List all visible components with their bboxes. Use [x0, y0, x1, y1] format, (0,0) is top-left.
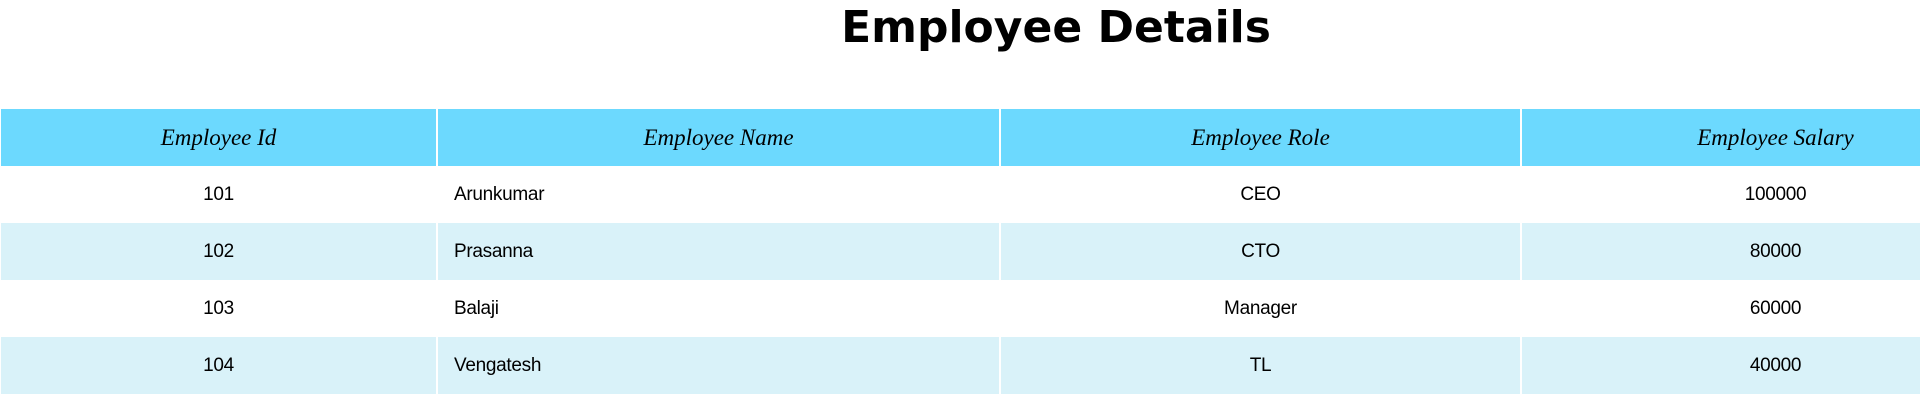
cell-employee-name: Prasanna	[438, 223, 999, 280]
cell-employee-id: 104	[1, 337, 436, 394]
cell-employee-role: TL	[1001, 337, 1520, 394]
header-employee-salary: Employee Salary	[1522, 109, 1920, 166]
cell-employee-salary: 80000	[1522, 223, 1920, 280]
cell-employee-id: 102	[1, 223, 436, 280]
employee-table-container: Employee Id Employee Name Employee Role …	[1, 109, 1920, 394]
table-row: 102 Prasanna CTO 80000	[1, 223, 1920, 280]
cell-employee-salary: 100000	[1522, 166, 1920, 223]
cell-employee-name: Arunkumar	[438, 166, 999, 223]
table-row: 101 Arunkumar CEO 100000	[1, 166, 1920, 223]
cell-employee-role: CEO	[1001, 166, 1520, 223]
employee-table: Employee Id Employee Name Employee Role …	[1, 109, 1920, 394]
table-row: 104 Vengatesh TL 40000	[1, 337, 1920, 394]
header-employee-id: Employee Id	[1, 109, 436, 166]
cell-employee-role: Manager	[1001, 280, 1520, 337]
cell-employee-id: 103	[1, 280, 436, 337]
header-employee-role: Employee Role	[1001, 109, 1520, 166]
cell-employee-name: Vengatesh	[438, 337, 999, 394]
cell-employee-name: Balaji	[438, 280, 999, 337]
cell-employee-salary: 40000	[1522, 337, 1920, 394]
cell-employee-id: 101	[1, 166, 436, 223]
table-row: 103 Balaji Manager 60000	[1, 280, 1920, 337]
cell-employee-salary: 60000	[1522, 280, 1920, 337]
page-title: Employee Details	[841, 2, 1271, 53]
table-header-row: Employee Id Employee Name Employee Role …	[1, 109, 1920, 166]
header-employee-name: Employee Name	[438, 109, 999, 166]
cell-employee-role: CTO	[1001, 223, 1520, 280]
